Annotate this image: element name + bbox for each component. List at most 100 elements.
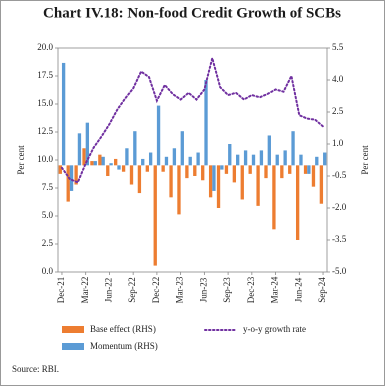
bar (295, 165, 300, 240)
bar (291, 131, 295, 166)
bar (220, 165, 224, 170)
bar (280, 165, 284, 179)
y2-axis-label: Per cent (360, 145, 370, 175)
bar (148, 152, 153, 166)
bar (208, 165, 213, 198)
bar (236, 154, 240, 166)
bar (137, 165, 142, 194)
y-tick-label: 2.5 (42, 238, 54, 248)
bar (109, 163, 113, 166)
bar (228, 144, 232, 166)
y-tick-label: 20.0 (37, 42, 53, 52)
y2-tick-label: 2.5 (332, 106, 344, 116)
bar (299, 154, 303, 166)
x-tick-label: Jun-23 (198, 277, 208, 302)
bar (275, 154, 279, 166)
bar (283, 150, 287, 166)
bar (307, 165, 311, 174)
y-tick-label: 12.5 (37, 126, 53, 136)
bar (145, 165, 149, 172)
y2-tick-label: -0.5 (332, 170, 347, 180)
source: Source: RBI. (12, 364, 59, 374)
bar (188, 156, 192, 166)
bar (106, 165, 110, 176)
y-tick-label: 10.0 (37, 154, 53, 164)
x-tick-label: Jun-24 (293, 277, 303, 302)
bar (69, 165, 74, 191)
y-tick-label: 7.5 (42, 182, 54, 192)
legend-swatch (62, 326, 84, 333)
bar (141, 158, 145, 166)
bar (243, 150, 248, 166)
bar (153, 165, 157, 266)
bar (133, 131, 137, 166)
y-axis-label: Per cent (16, 145, 26, 175)
bar (121, 165, 126, 172)
bar (156, 105, 161, 166)
bar (125, 148, 129, 166)
y2-tick-label: -3.5 (332, 234, 347, 244)
bar (303, 165, 308, 174)
bar (98, 154, 102, 166)
bar (259, 150, 264, 166)
bar (172, 148, 177, 166)
bar (315, 156, 319, 166)
bar (204, 80, 208, 166)
bar (311, 165, 316, 187)
bar (82, 148, 86, 166)
bar (232, 165, 237, 183)
bar (240, 165, 244, 200)
bar (256, 165, 260, 206)
x-tick-label: Dec-23 (246, 276, 256, 303)
bar (101, 156, 105, 166)
bar (251, 154, 256, 166)
y2-tick-label: -2.0 (332, 202, 347, 212)
bar (193, 165, 197, 176)
x-tick-label: Mar-23 (175, 276, 185, 303)
legend-label: y-o-y growth rate (243, 324, 306, 334)
y-tick-label: 15.0 (37, 98, 53, 108)
x-tick-label: Mar-22 (80, 277, 90, 304)
bar (272, 165, 276, 230)
bar (180, 131, 184, 166)
bar (164, 156, 169, 166)
x-tick-label: Sep-23 (222, 277, 232, 303)
bar (161, 165, 165, 172)
y2-tick-label: 5.5 (332, 42, 344, 52)
y2-tick-label: 1.0 (332, 138, 344, 148)
bar (224, 165, 229, 174)
line (60, 54, 325, 184)
bar (77, 133, 82, 166)
bar (177, 165, 181, 215)
bar (129, 165, 134, 185)
bar (288, 165, 292, 174)
bar (267, 135, 271, 166)
x-tick-label: Dec-22 (151, 277, 161, 304)
bar (248, 165, 252, 174)
legend-swatch (62, 343, 84, 350)
bar (90, 161, 94, 166)
y2-tick-label: -5.0 (332, 266, 347, 276)
legend-label: Base effect (RHS) (90, 324, 156, 334)
y-tick-label: 0.0 (42, 266, 54, 276)
bar (216, 165, 221, 208)
bar (169, 165, 173, 198)
bar (74, 165, 78, 185)
legend-label: Momentum (RHS) (90, 341, 158, 351)
x-tick-label: Sep-22 (127, 277, 137, 303)
x-tick-label: Jun-22 (103, 278, 113, 303)
bar (66, 165, 70, 202)
x-tick-label: Sep-24 (317, 277, 327, 303)
bar (93, 161, 97, 166)
y2-tick-label: 4.0 (332, 74, 344, 84)
y-tick-label: 5.0 (42, 210, 54, 220)
bar (85, 122, 90, 166)
x-tick-label: Mar-24 (270, 276, 280, 303)
bar (323, 152, 327, 166)
bar (196, 152, 200, 166)
bar (114, 158, 118, 166)
y-tick-label: 17.5 (37, 70, 53, 80)
bar (319, 165, 324, 204)
bar (264, 165, 268, 179)
